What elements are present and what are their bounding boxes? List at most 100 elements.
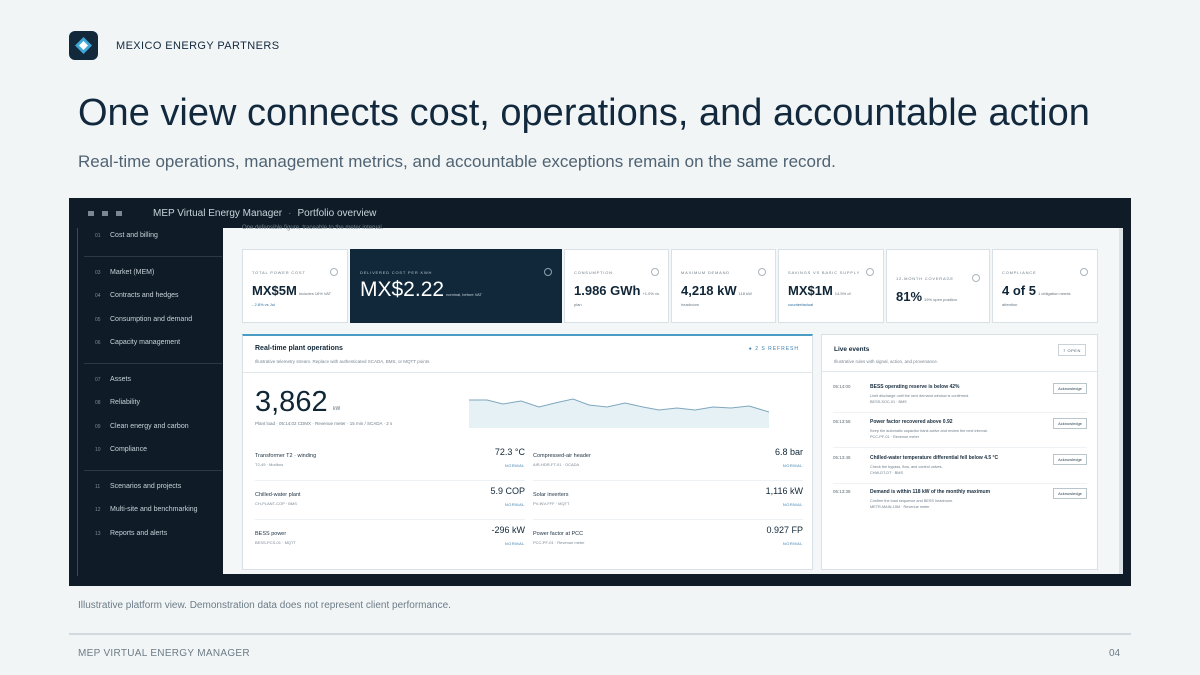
sidebar-item-compliance[interactable]: 10 Compliance	[95, 446, 147, 453]
sidebar-item-number: 12	[95, 506, 101, 513]
acknowledge-button[interactable]: Acknowledge	[1053, 418, 1087, 429]
window-control-icon[interactable]	[88, 210, 94, 216]
operations-title: Real-time plant operations	[255, 345, 343, 352]
event-name: Power factor recovered above 0.92	[870, 419, 953, 425]
metric-bess[interactable]: BESS power BESS-PCS-01 · MQTT -296 kW NO…	[255, 525, 525, 568]
event-description: Check the bypass, flow, and control valv…	[870, 465, 943, 469]
sidebar-item-label: Consumption and demand	[110, 316, 193, 323]
metric-status: NORMAL	[782, 463, 803, 468]
page-subtitle: Real-time operations, management metrics…	[78, 152, 836, 171]
window-control-icon[interactable]	[102, 210, 108, 216]
sidebar-item-label: Compliance	[110, 446, 147, 453]
event-name: Demand is within 118 kW of the monthly m…	[870, 489, 991, 495]
kpi-value: 4,218 kW	[681, 283, 737, 298]
info-icon[interactable]	[972, 274, 980, 282]
divider	[833, 412, 1087, 413]
kpi-note: 14.5% of	[834, 291, 851, 296]
scrollbar[interactable]	[1119, 228, 1123, 574]
sidebar-item-label: Reports and alerts	[110, 530, 168, 537]
plant-load-unit: kW	[333, 406, 341, 412]
metric-compressed-air[interactable]: Compressed-air header AIR-HDR-FT-01 · OC…	[533, 447, 803, 490]
kpi-sub: attention	[1002, 302, 1018, 307]
metric-status: NORMAL	[504, 541, 525, 546]
kpi-value: 1.986 GWh	[574, 283, 641, 298]
event-source: METR-MAIN-15M · Revenue meter	[870, 505, 930, 509]
acknowledge-button[interactable]: Acknowledge	[1053, 488, 1087, 499]
kpi-note: 19% open position	[924, 297, 957, 302]
sidebar-item-scenarios[interactable]: 11 Scenarios and projects	[95, 483, 181, 490]
kpi-card[interactable]: CONSUMPTION 1.986 GWh +1.0% vs plan	[564, 249, 669, 323]
brand: MEXICO ENERGY PARTNERS	[69, 31, 279, 60]
kpi-sub: headroom	[681, 302, 700, 307]
breadcrumb-separator: ·	[288, 207, 292, 219]
metric-power-factor[interactable]: Power factor at PCC PCC-PF-01 · Revenue …	[533, 525, 803, 568]
sidebar-item-market[interactable]: 03 Market (MEM)	[95, 269, 154, 276]
acknowledge-button[interactable]: Acknowledge	[1053, 454, 1087, 465]
sidebar-item-label: Assets	[110, 376, 132, 383]
acknowledge-button[interactable]: Acknowledge	[1053, 383, 1087, 394]
sidebar-item-assets[interactable]: 07 Assets	[95, 376, 131, 383]
screenshot-caption: Illustrative platform view. Demonstratio…	[78, 600, 451, 611]
kpi-note: Includes 16% VAT	[298, 291, 332, 296]
app-main: One defensible figure, traceable to the …	[223, 225, 1123, 574]
sparkline-line	[469, 398, 770, 413]
info-icon[interactable]	[1080, 268, 1088, 276]
kpi-sub: counterfactual	[788, 302, 814, 307]
sidebar-item-contracts[interactable]: 04 Contracts and hedges	[95, 292, 179, 299]
sidebar-item-label: Reliability	[110, 399, 140, 406]
info-icon[interactable]	[651, 268, 659, 276]
kpi-card[interactable]: TOTAL POWER COST MX$5M Includes 16% VAT -…	[242, 249, 348, 323]
info-icon[interactable]	[330, 268, 338, 276]
kpi-label: DELIVERED COST PER KWH	[360, 270, 433, 275]
sidebar-divider	[84, 363, 222, 364]
main-caption: One defensible figure, traceable to the …	[242, 225, 384, 231]
kpi-note: 118 kW	[738, 291, 752, 296]
event-source: BESS-SOC-01 · BMS	[870, 400, 907, 404]
kpi-card-featured[interactable]: DELIVERED COST PER KWH MX$2.22 nominal, b…	[350, 249, 562, 323]
divider	[533, 480, 803, 481]
event-time: 05:13:48	[833, 455, 851, 460]
brand-name: MEXICO ENERGY PARTNERS	[116, 39, 280, 52]
open-events-button[interactable]: 7 OPEN	[1058, 344, 1086, 356]
kpi-card[interactable]: MAXIMUM DEMAND 4,218 kW 118 kW headroom	[671, 249, 776, 323]
sidebar-item-reports[interactable]: 13 Reports and alerts	[95, 530, 167, 537]
metric-name: Power factor at PCC	[533, 531, 584, 537]
metric-name: Solar inverters	[533, 492, 569, 498]
kpi-sub: plan	[574, 302, 582, 307]
sidebar-item-capacity[interactable]: 06 Capacity management	[95, 339, 180, 346]
sidebar-item-label: Contracts and hedges	[110, 292, 179, 299]
sidebar-item-reliability[interactable]: 08 Reliability	[95, 399, 140, 406]
kpi-card[interactable]: SAVINGS VS BASIC SUPPLY MX$1M 14.5% of co…	[778, 249, 884, 323]
sidebar-item-consumption[interactable]: 05 Consumption and demand	[95, 316, 192, 323]
sidebar-item-multi-site[interactable]: 12 Multi-site and benchmarking	[95, 506, 198, 513]
kpi-label: CONSUMPTION	[574, 270, 613, 275]
kpi-card[interactable]: 12-MONTH COVERAGE 81% 19% open position	[886, 249, 990, 323]
metric-solar[interactable]: Solar inverters PV-INV-FFF · MQTT 1,116 …	[533, 486, 803, 529]
event-row: 05:13:48 Chilled-water temperature diffe…	[833, 454, 1087, 485]
sidebar-item-clean-energy[interactable]: 09 Clean energy and carbon	[95, 423, 189, 430]
event-time: 05:13:58	[833, 419, 851, 424]
metric-transformer[interactable]: Transformer T2 · winding T2-49 · Modbus …	[255, 447, 525, 490]
event-name: BESS operating reserve is below 42%	[870, 384, 960, 390]
event-time: 05:14:00	[833, 384, 851, 389]
divider	[255, 480, 525, 481]
divider	[822, 371, 1097, 372]
breadcrumb-page[interactable]: Portfolio overview	[297, 207, 377, 219]
sidebar-item-label: Market (MEM)	[110, 269, 155, 276]
event-row: 05:13:38 Demand is within 118 kW of the …	[833, 488, 1087, 519]
info-icon[interactable]	[758, 268, 766, 276]
window-controls[interactable]	[88, 210, 122, 216]
metric-name: BESS power	[255, 531, 287, 537]
event-description: Limit discharge until the next demand wi…	[870, 394, 970, 398]
metric-chilled-water[interactable]: Chilled-water plant CH-PLANT-COP · BMS 5…	[255, 486, 525, 529]
info-icon[interactable]	[866, 268, 874, 276]
sidebar-item-cost-and-billing[interactable]: 01 Cost and billing	[95, 232, 158, 239]
events-panel: Live events Illustrative rules with sign…	[821, 334, 1098, 570]
window-control-icon[interactable]	[116, 210, 122, 216]
info-icon[interactable]	[544, 268, 552, 276]
metric-source: BESS-PCS-01 · MQTT	[255, 540, 296, 545]
metric-source: CH-PLANT-COP · BMS	[255, 501, 297, 506]
divider	[833, 483, 1087, 484]
kpi-label: 12-MONTH COVERAGE	[896, 276, 954, 281]
